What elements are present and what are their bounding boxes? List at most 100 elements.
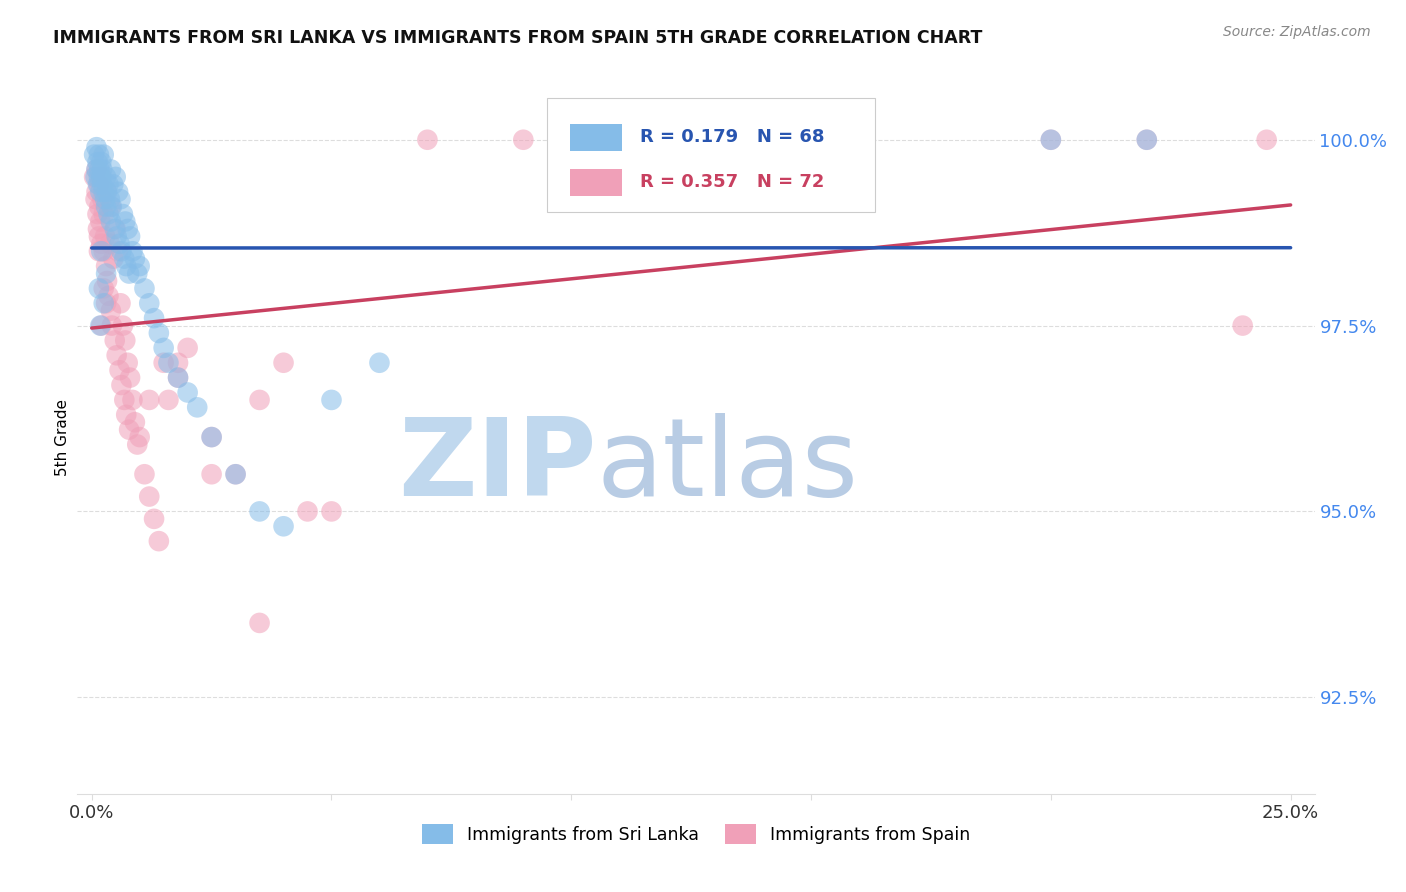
Point bbox=[91, 162, 114, 177]
Point bbox=[120, 229, 142, 244]
Point bbox=[152, 356, 174, 370]
Point bbox=[89, 214, 111, 228]
Point bbox=[98, 192, 121, 206]
Point bbox=[93, 185, 115, 199]
Point bbox=[121, 392, 143, 407]
Point bbox=[512, 133, 534, 147]
Point bbox=[97, 207, 120, 221]
Point bbox=[249, 392, 271, 407]
Point bbox=[416, 133, 439, 147]
Point bbox=[249, 615, 271, 630]
Point bbox=[112, 392, 135, 407]
FancyBboxPatch shape bbox=[569, 169, 621, 196]
Point bbox=[94, 185, 117, 199]
Point bbox=[368, 356, 391, 370]
Point bbox=[94, 229, 117, 244]
Point bbox=[1256, 133, 1278, 147]
Point bbox=[83, 147, 105, 161]
Point bbox=[93, 207, 115, 221]
Point bbox=[89, 318, 111, 333]
Point bbox=[115, 259, 138, 273]
Point bbox=[167, 356, 190, 370]
Point bbox=[100, 200, 122, 214]
Point bbox=[112, 252, 135, 266]
Point bbox=[186, 401, 208, 415]
Point bbox=[657, 133, 679, 147]
Point bbox=[201, 467, 224, 482]
Point bbox=[148, 534, 170, 549]
Point bbox=[607, 133, 630, 147]
Point bbox=[110, 244, 132, 259]
Point bbox=[201, 430, 224, 444]
Point bbox=[87, 147, 110, 161]
FancyBboxPatch shape bbox=[569, 124, 621, 151]
Point bbox=[152, 341, 174, 355]
Point bbox=[134, 281, 156, 295]
Point bbox=[104, 222, 127, 236]
Point bbox=[108, 363, 131, 377]
Text: Source: ZipAtlas.com: Source: ZipAtlas.com bbox=[1223, 25, 1371, 39]
Point bbox=[110, 296, 132, 310]
Point bbox=[86, 140, 108, 154]
Point bbox=[138, 296, 160, 310]
Text: ZIP: ZIP bbox=[398, 413, 598, 518]
Point bbox=[249, 504, 271, 518]
Point bbox=[96, 185, 118, 199]
Point bbox=[93, 281, 115, 295]
Point bbox=[91, 178, 114, 192]
Point bbox=[143, 311, 166, 326]
Point bbox=[117, 356, 139, 370]
Point bbox=[90, 318, 112, 333]
Text: atlas: atlas bbox=[598, 413, 859, 518]
Point bbox=[93, 296, 115, 310]
Point bbox=[1136, 133, 1159, 147]
Point bbox=[157, 392, 180, 407]
Point bbox=[97, 178, 120, 192]
Y-axis label: 5th Grade: 5th Grade bbox=[55, 399, 70, 475]
Point bbox=[176, 341, 198, 355]
Point bbox=[111, 207, 134, 221]
Point bbox=[87, 169, 110, 184]
Point bbox=[105, 229, 128, 244]
Point bbox=[87, 281, 110, 295]
Point bbox=[143, 512, 166, 526]
Point bbox=[86, 185, 108, 199]
Point bbox=[134, 467, 156, 482]
Point bbox=[87, 222, 110, 236]
Point bbox=[1039, 133, 1062, 147]
Point bbox=[128, 259, 150, 273]
Point bbox=[128, 430, 150, 444]
Point bbox=[89, 185, 111, 199]
Point bbox=[93, 147, 115, 161]
Point bbox=[96, 274, 118, 288]
Point bbox=[108, 236, 131, 251]
Point bbox=[201, 430, 224, 444]
Point bbox=[121, 244, 143, 259]
Point bbox=[90, 169, 112, 184]
Point bbox=[104, 169, 127, 184]
Point bbox=[101, 200, 124, 214]
Point bbox=[94, 267, 117, 281]
Point bbox=[127, 267, 149, 281]
Point bbox=[98, 236, 121, 251]
Point bbox=[90, 169, 112, 184]
Point bbox=[167, 370, 190, 384]
Point bbox=[103, 178, 125, 192]
Point bbox=[87, 229, 110, 244]
Point bbox=[297, 504, 319, 518]
Point bbox=[111, 318, 134, 333]
Point bbox=[86, 162, 108, 177]
Point bbox=[94, 200, 117, 214]
Point bbox=[167, 370, 190, 384]
Point bbox=[127, 437, 149, 451]
Point bbox=[114, 334, 136, 348]
Point bbox=[138, 490, 160, 504]
Point bbox=[1136, 133, 1159, 147]
Point bbox=[1039, 133, 1062, 147]
Point bbox=[124, 415, 146, 429]
Point bbox=[148, 326, 170, 340]
Point bbox=[94, 192, 117, 206]
Point bbox=[114, 214, 136, 228]
Point bbox=[107, 244, 129, 259]
Point bbox=[1232, 318, 1254, 333]
